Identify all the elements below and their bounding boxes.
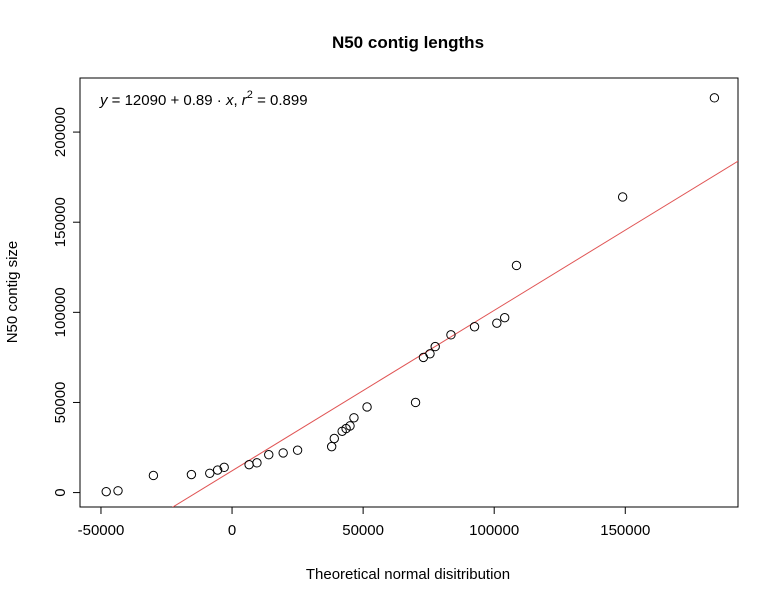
y-axis: 0 50000 100000 150000 200000 xyxy=(52,107,80,497)
data-point xyxy=(219,462,229,473)
data-point xyxy=(425,349,435,359)
data-point xyxy=(101,486,111,497)
plot-frame xyxy=(79,77,739,508)
y-axis-title: N50 contig size xyxy=(4,241,21,344)
x-tick-label: 150000 xyxy=(600,522,650,539)
y-tick-label: 200000 xyxy=(52,107,69,157)
equation-separator: , xyxy=(233,92,241,109)
regression-equation: y = 12090 + 0.89 · x, r2 = 0.899 xyxy=(99,89,308,109)
equation-r-exponent: 2 xyxy=(247,89,253,101)
data-point xyxy=(292,445,303,455)
data-point xyxy=(617,192,628,202)
data-point xyxy=(205,468,215,478)
data-point xyxy=(148,470,159,481)
x-axis: -50000 0 50000 100000 150000 xyxy=(78,507,650,539)
equation-y-var: y xyxy=(99,92,109,109)
equation-r-var: r xyxy=(242,92,248,109)
data-point xyxy=(113,486,123,496)
data-point xyxy=(492,318,502,328)
x-tick-label: -50000 xyxy=(78,522,125,539)
data-point xyxy=(329,433,339,444)
data-point xyxy=(709,93,720,103)
data-point xyxy=(469,322,480,332)
data-point xyxy=(511,260,522,271)
data-point xyxy=(212,465,223,475)
data-point xyxy=(430,341,440,352)
equation-x-var: x xyxy=(225,92,234,109)
equation-r-value: = 0.899 xyxy=(253,92,308,109)
x-axis-title: Theoretical normal disitribution xyxy=(306,566,510,583)
data-point xyxy=(349,413,359,423)
data-point xyxy=(326,441,337,452)
data-point xyxy=(264,450,274,460)
data-point xyxy=(252,458,262,468)
y-tick-label: 150000 xyxy=(52,197,69,247)
data-point xyxy=(186,469,197,480)
data-point xyxy=(499,313,510,323)
data-point xyxy=(362,402,372,412)
data-point xyxy=(345,421,355,431)
y-tick-label: 100000 xyxy=(52,287,69,337)
x-tick-label: 50000 xyxy=(342,522,384,539)
data-point xyxy=(278,448,288,458)
x-tick-label: 0 xyxy=(228,522,236,539)
x-tick-label: 100000 xyxy=(469,522,519,539)
data-points xyxy=(101,93,720,497)
equation-rhs: = 12090 + 0.89 · xyxy=(108,92,226,109)
regression-line xyxy=(171,160,738,507)
data-point xyxy=(244,459,254,470)
chart-title: N50 contig lengths xyxy=(332,33,484,52)
y-tick-label: 50000 xyxy=(52,382,69,424)
data-point xyxy=(410,397,421,408)
data-point xyxy=(446,330,456,340)
data-point xyxy=(418,352,429,363)
y-tick-label: 0 xyxy=(52,488,69,496)
